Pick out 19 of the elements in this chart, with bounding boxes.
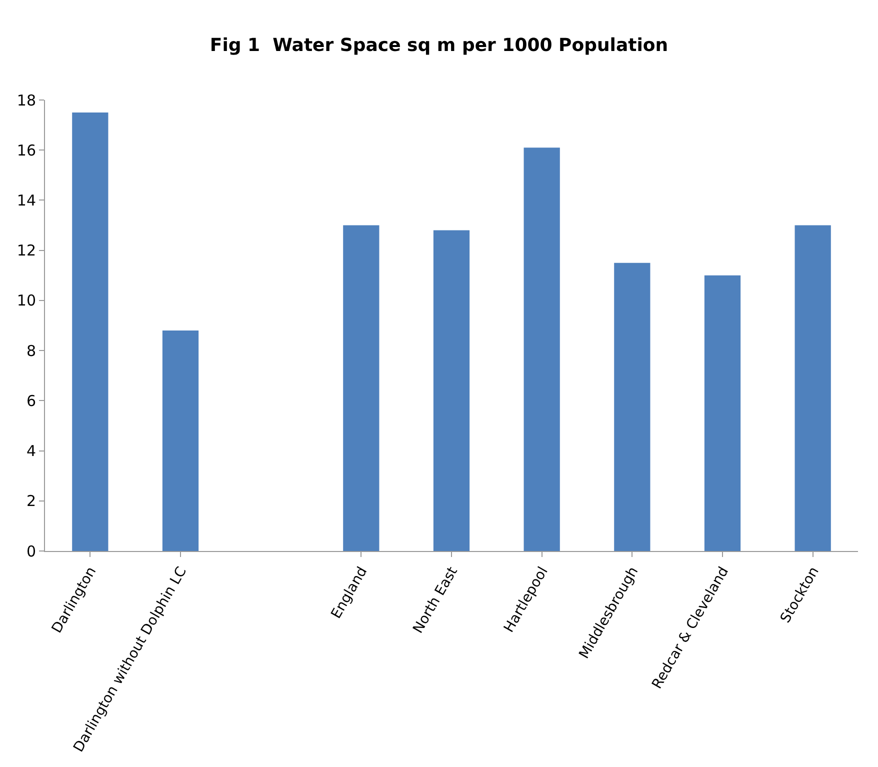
y-tick-label: 10 (16, 292, 36, 310)
y-tick-label: 6 (26, 392, 36, 410)
bar (704, 275, 741, 551)
bar (343, 225, 380, 551)
y-tick-label: 4 (26, 442, 36, 460)
y-tick-label: 2 (26, 492, 36, 510)
bar (614, 262, 650, 551)
y-tick-label: 12 (16, 242, 36, 260)
bar (794, 225, 831, 551)
bar (72, 112, 108, 551)
bar (524, 148, 560, 551)
y-tick-label: 16 (16, 141, 36, 160)
y-tick-label: 14 (16, 191, 36, 210)
y-tick-label: 8 (26, 342, 36, 360)
bar (433, 230, 470, 551)
chart-title: Fig 1 Water Space sq m per 1000 Population (210, 34, 668, 56)
bar (162, 330, 199, 551)
y-tick-label: 0 (26, 542, 36, 560)
y-tick-label: 18 (16, 91, 36, 110)
